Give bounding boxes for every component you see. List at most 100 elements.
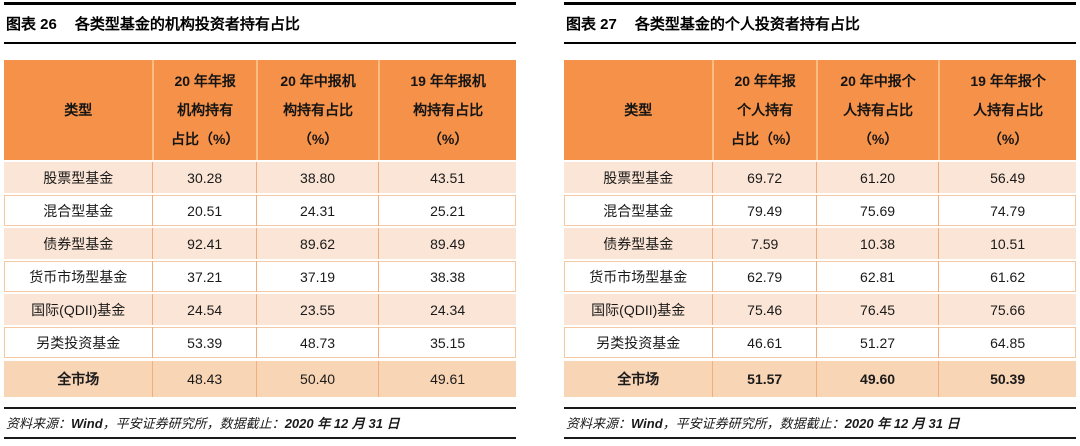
- header-cell-2020-interim: 20 年中报个 人持有占比 （%）: [815, 60, 938, 160]
- header-line: 20 年中报机: [280, 72, 356, 89]
- table-row-alternative-funds: 另类投资基金 53.39 48.73 35.15: [4, 327, 516, 358]
- row-value: 48.43: [152, 361, 255, 397]
- individual-holdings-table: 类型 20 年年报 个人持有 占比（%） 20 年中报个 人持有占比 （%） 1…: [564, 60, 1076, 397]
- figure-27-panel: 图表 27 各类型基金的个人投资者持有占比 类型 20 年年报 个人持有 占比（%…: [564, 2, 1076, 444]
- row-value: 69.72: [712, 162, 815, 193]
- row-value: 51.27: [815, 327, 938, 358]
- source-note-provider: Wind: [71, 416, 103, 431]
- source-note: 资料来源：Wind，平安证券研究所，数据截止：2020 年 12 月 31 日: [564, 407, 1076, 439]
- header-line: 构持有占比: [413, 101, 484, 118]
- header-line: 20 年中报个: [840, 72, 916, 89]
- row-label: 货币市场型基金: [29, 268, 128, 285]
- row-label: 债券型基金: [603, 235, 674, 252]
- row-value: 56.49: [938, 162, 1076, 193]
- table-row-whole-market: 全市场 48.43 50.40 49.61: [4, 361, 516, 397]
- row-value: 10.51: [938, 228, 1076, 259]
- table-row-alternative-funds: 另类投资基金 46.61 51.27 64.85: [564, 327, 1076, 358]
- source-note-middle: ，平安证券研究所，数据截止：: [662, 416, 845, 431]
- header-line: 19 年年报个: [970, 72, 1046, 89]
- source-note-provider: Wind: [631, 416, 663, 431]
- header-line: 19 年年报机: [410, 72, 486, 89]
- row-value: 38.80: [255, 162, 378, 193]
- row-label: 股票型基金: [43, 169, 114, 186]
- table-row-hybrid-funds: 混合型基金 79.49 75.69 74.79: [564, 195, 1076, 226]
- row-value: 30.28: [152, 162, 255, 193]
- row-value: 61.62: [938, 261, 1076, 292]
- row-value: 89.62: [255, 228, 378, 259]
- row-value: 53.39: [152, 327, 255, 358]
- row-label: 全市场: [57, 371, 100, 387]
- header-cell-2020-annual: 20 年年报 个人持有 占比（%）: [712, 60, 815, 160]
- source-note-date: 2020 年 12 月 31 日: [844, 416, 960, 431]
- row-label: 货币市场型基金: [589, 268, 688, 285]
- header-line: 类型: [624, 101, 653, 118]
- row-value: 7.59: [712, 228, 815, 259]
- row-value: 62.79: [712, 261, 815, 292]
- row-label: 全市场: [617, 371, 660, 387]
- row-value: 37.21: [152, 261, 255, 292]
- header-line: （%）: [987, 130, 1029, 147]
- row-label: 国际(QDII)基金: [31, 301, 126, 318]
- row-value: 24.31: [255, 195, 378, 226]
- header-cell-2020-annual: 20 年年报 机构持有 占比（%）: [152, 60, 255, 160]
- row-value: 46.61: [712, 327, 815, 358]
- table-row-qdii-funds: 国际(QDII)基金 75.46 76.45 75.66: [564, 294, 1076, 325]
- source-note: 资料来源：Wind，平安证券研究所，数据截止：2020 年 12 月 31 日: [4, 407, 516, 439]
- table-row-equity-funds: 股票型基金 69.72 61.20 56.49: [564, 162, 1076, 193]
- row-value: 48.73: [255, 327, 378, 358]
- header-line: 人持有占比: [973, 101, 1044, 118]
- row-value: 24.34: [378, 294, 516, 325]
- row-value: 89.49: [378, 228, 516, 259]
- header-cell-type: 类型: [4, 60, 152, 160]
- row-value: 75.46: [712, 294, 815, 325]
- figure-26-caption-title: 各类型基金的机构投资者持有占比: [74, 16, 300, 33]
- source-note-middle: ，平安证券研究所，数据截止：: [102, 416, 285, 431]
- header-cell-2020-interim: 20 年中报机 构持有占比 （%）: [255, 60, 378, 160]
- source-note-label: 资料来源：: [566, 416, 632, 431]
- row-value: 25.21: [378, 195, 516, 226]
- row-value: 50.39: [938, 361, 1076, 397]
- row-value: 75.69: [815, 195, 938, 226]
- row-value: 37.19: [255, 261, 378, 292]
- row-value: 50.40: [255, 361, 378, 397]
- table-header-row: 类型 20 年年报 个人持有 占比（%） 20 年中报个 人持有占比 （%） 1…: [564, 60, 1076, 160]
- table-row-whole-market: 全市场 51.57 49.60 50.39: [564, 361, 1076, 397]
- row-value: 76.45: [815, 294, 938, 325]
- header-cell-type: 类型: [564, 60, 712, 160]
- figure-27-caption-tag: 图表 27: [566, 16, 617, 33]
- header-line: 20 年年报: [174, 72, 236, 89]
- row-value: 10.38: [815, 228, 938, 259]
- row-value: 49.61: [378, 361, 516, 397]
- header-line: 个人持有: [737, 101, 794, 118]
- row-value: 51.57: [712, 361, 815, 397]
- header-line: 占比（%）: [730, 130, 800, 147]
- institutional-holdings-table: 类型 20 年年报 机构持有 占比（%） 20 年中报机 构持有占比 （%） 1…: [4, 60, 516, 397]
- row-value: 24.54: [152, 294, 255, 325]
- table-row-bond-funds: 债券型基金 7.59 10.38 10.51: [564, 228, 1076, 259]
- figure-26-caption-tag: 图表 26: [6, 16, 57, 33]
- table-row-hybrid-funds: 混合型基金 20.51 24.31 25.21: [4, 195, 516, 226]
- header-line: （%）: [427, 130, 469, 147]
- row-value: 74.79: [938, 195, 1076, 226]
- table-row-qdii-funds: 国际(QDII)基金 24.54 23.55 24.34: [4, 294, 516, 325]
- table-row-bond-funds: 债券型基金 92.41 89.62 89.49: [4, 228, 516, 259]
- row-value: 23.55: [255, 294, 378, 325]
- table-row-equity-funds: 股票型基金 30.28 38.80 43.51: [4, 162, 516, 193]
- table-header-row: 类型 20 年年报 机构持有 占比（%） 20 年中报机 构持有占比 （%） 1…: [4, 60, 516, 160]
- row-value: 38.38: [378, 261, 516, 292]
- row-value: 61.20: [815, 162, 938, 193]
- header-cell-2019-annual: 19 年年报个 人持有占比 （%）: [938, 60, 1076, 160]
- table-row-money-market-funds: 货币市场型基金 62.79 62.81 61.62: [564, 261, 1076, 292]
- figure-26-panel: 图表 26 各类型基金的机构投资者持有占比 类型 20 年年报 机构持有 占比（%…: [4, 2, 516, 444]
- row-value: 75.66: [938, 294, 1076, 325]
- row-value: 20.51: [152, 195, 255, 226]
- source-note-date: 2020 年 12 月 31 日: [284, 416, 400, 431]
- row-value: 92.41: [152, 228, 255, 259]
- row-value: 35.15: [378, 327, 516, 358]
- figure-27-caption-title: 各类型基金的个人投资者持有占比: [634, 16, 860, 33]
- header-cell-2019-annual: 19 年年报机 构持有占比 （%）: [378, 60, 516, 160]
- row-value: 79.49: [712, 195, 815, 226]
- source-note-label: 资料来源：: [6, 416, 72, 431]
- header-line: （%）: [297, 130, 339, 147]
- header-line: （%）: [857, 130, 899, 147]
